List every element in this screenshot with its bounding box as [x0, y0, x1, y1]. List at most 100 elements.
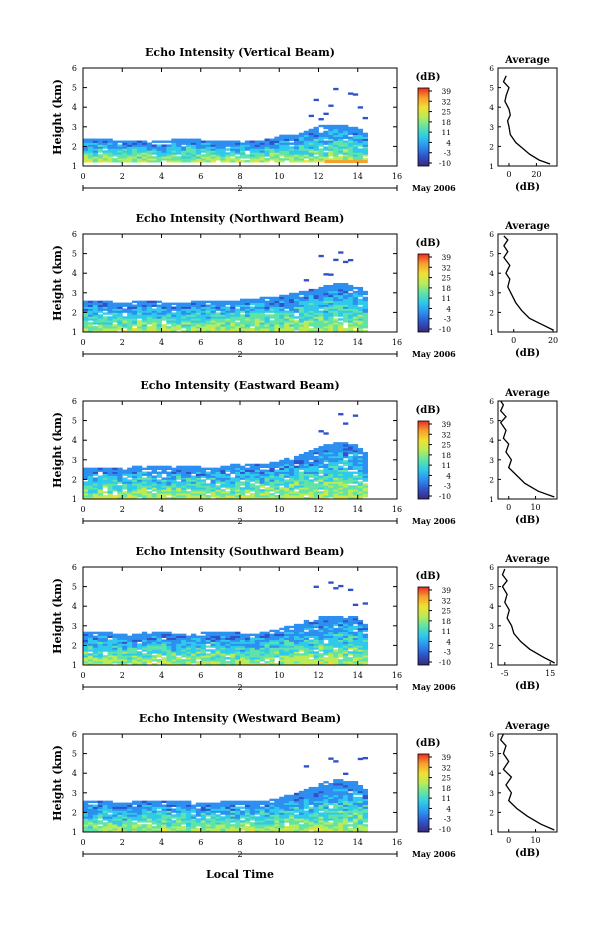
- heatmap-cell: [284, 324, 290, 327]
- heatmap-cell: [141, 477, 148, 480]
- heatmap-cell: [303, 661, 310, 664]
- heatmap-cell: [210, 154, 216, 157]
- colorbar-tick-label: -3: [444, 315, 452, 324]
- heatmap-cell: [352, 493, 359, 496]
- average-title: Average: [504, 55, 550, 66]
- heatmap-cell: [323, 796, 329, 800]
- heatmap-cell: [190, 645, 197, 648]
- heatmap-cell: [318, 830, 324, 833]
- heatmap-cell: [347, 459, 354, 463]
- heatmap-cell: [132, 322, 138, 325]
- heatmap-cell: [181, 802, 187, 805]
- heatmap-cell: [313, 469, 319, 472]
- heatmap-cell: [136, 306, 143, 309]
- heatmap-cell: [92, 651, 99, 654]
- heatmap-cell: [284, 816, 290, 819]
- heatmap-cell: [323, 653, 329, 656]
- heatmap-cell: [215, 489, 221, 492]
- heatmap-cell: [249, 300, 256, 303]
- heatmap-cell: [343, 475, 349, 478]
- heatmap-cell: [293, 800, 300, 803]
- heatmap-cell: [205, 495, 211, 498]
- heatmap-cell: [259, 659, 265, 662]
- heatmap-cell: [357, 465, 364, 469]
- heatmap-cell: [122, 814, 128, 817]
- heatmap-cell: [254, 150, 261, 153]
- heatmap-cell: [308, 820, 314, 823]
- heatmap-cell: [97, 820, 104, 823]
- heatmap-cell: [293, 796, 300, 800]
- heatmap-cell: [347, 148, 354, 151]
- heatmap-cell: [210, 306, 216, 309]
- heatmap-cell: [333, 663, 339, 666]
- heatmap-cell: [112, 489, 118, 492]
- heatmap-cell: [357, 290, 364, 294]
- heatmap-cell: [259, 142, 265, 145]
- heatmap-cell: [87, 316, 94, 319]
- heatmap-cell: [293, 641, 300, 644]
- heatmap-cell: [87, 330, 94, 333]
- heatmap-cell: [328, 633, 334, 636]
- heatmap-cell: [87, 479, 94, 482]
- heatmap-cell: [279, 491, 285, 494]
- heatmap-cell: [156, 475, 162, 478]
- heatmap-cell: [298, 316, 305, 319]
- heatmap-cell: [323, 493, 329, 496]
- heatmap-cell: [181, 800, 187, 803]
- heatmap-cell: [293, 629, 300, 633]
- heatmap-cell: [352, 136, 359, 139]
- heatmap-cell: [156, 653, 162, 656]
- heatmap-cell: [259, 318, 265, 321]
- heatmap-cell: [136, 475, 143, 478]
- heatmap-cell: [284, 804, 290, 807]
- average-frame: [497, 233, 558, 333]
- heatmap-cell: [97, 659, 104, 662]
- heatmap-cell: [298, 798, 305, 802]
- heatmap-cell: [225, 816, 231, 819]
- heatmap-cell: [323, 296, 329, 300]
- heatmap-cell: [127, 144, 133, 147]
- heatmap-cell: [92, 146, 99, 149]
- heatmap-cell: [333, 283, 339, 286]
- heatmap-cell: [298, 800, 305, 803]
- heatmap-cell: [122, 651, 128, 654]
- heatmap-cell: [195, 152, 202, 155]
- heatmap-cell: [102, 473, 108, 476]
- heatmap-cell: [225, 481, 231, 484]
- heatmap-cell: [92, 154, 99, 157]
- heatmap-cell: [343, 290, 349, 294]
- heatmap-cell: [117, 144, 123, 147]
- heatmap-cell: [127, 653, 133, 656]
- heatmap-cell: [308, 136, 314, 139]
- heatmap-cell: [279, 659, 285, 662]
- heatmap-cell: [181, 491, 187, 494]
- heatmap-cell: [205, 316, 211, 319]
- heatmap-cell: [333, 304, 339, 307]
- heatmap-cell: [92, 826, 99, 829]
- heatmap-cell: [244, 326, 251, 329]
- heatmap-cell: [205, 320, 211, 323]
- heatmap-cell: [279, 641, 285, 644]
- heatmap-cell: [102, 324, 108, 327]
- heatmap-cell: [230, 491, 236, 494]
- heatmap-cell: [112, 495, 118, 498]
- x-tick-label: 4: [159, 338, 164, 347]
- heatmap-cell: [171, 655, 177, 658]
- heatmap-cell: [293, 455, 300, 459]
- heatmap-cell: [136, 639, 143, 642]
- heatmap-cell: [112, 808, 118, 811]
- heatmap-cell: [92, 483, 99, 486]
- y-axis-label: Height (km): [51, 412, 64, 488]
- heatmap-cell: [102, 814, 108, 817]
- heatmap-cell: [293, 296, 300, 300]
- heatmap-cell: [323, 649, 329, 652]
- heatmap-cell: [254, 493, 261, 496]
- heatmap-cell: [343, 144, 349, 147]
- heatmap-cell: [210, 659, 216, 662]
- heatmap-cell: [195, 647, 202, 650]
- heatmap-cell: [195, 810, 202, 813]
- heatmap-cell: [323, 132, 329, 136]
- heatmap-cell: [357, 294, 364, 298]
- heatmap-cell: [161, 818, 167, 821]
- heatmap-cell: [225, 302, 231, 305]
